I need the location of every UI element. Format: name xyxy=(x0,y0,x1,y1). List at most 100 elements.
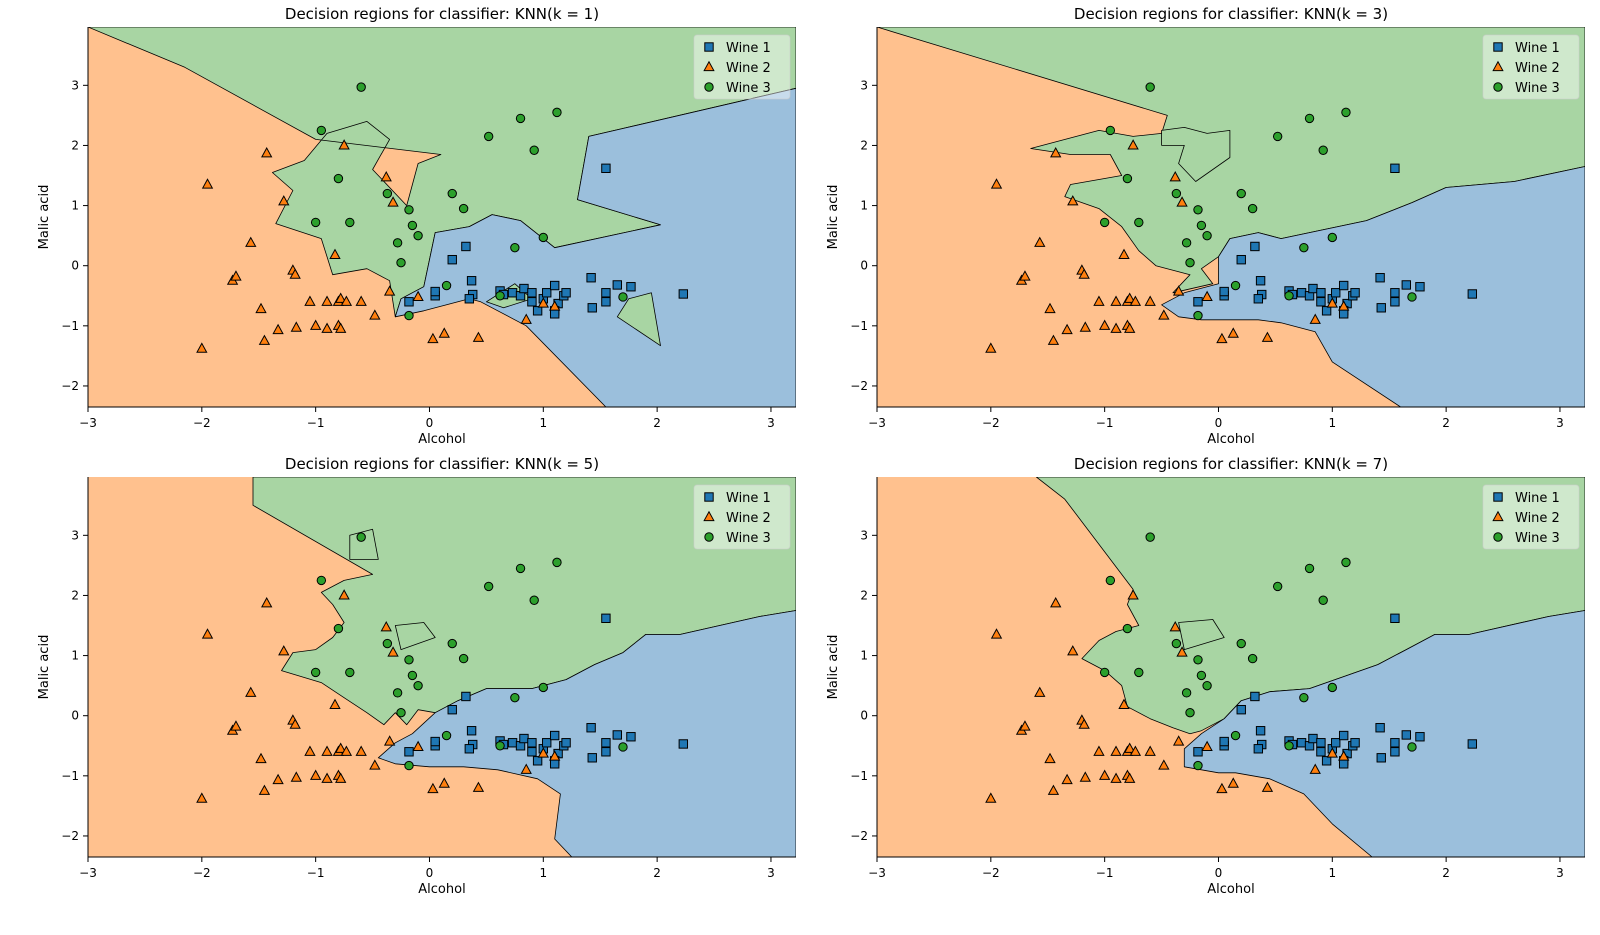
chart-title: Decision regions for classifier: KNN(k =… xyxy=(1074,455,1388,473)
point-wine-2 xyxy=(1067,645,1079,656)
point-wine-3 xyxy=(1230,730,1241,741)
point-wine-2 xyxy=(1227,327,1239,338)
y-tick-label: 0 xyxy=(71,259,79,273)
legend-label: Wine 3 xyxy=(1515,531,1560,546)
point-wine-2 xyxy=(1047,784,1060,795)
point-wine-2 xyxy=(321,295,333,306)
point-wine-1 xyxy=(1253,744,1264,754)
x-tick-label: 0 xyxy=(1215,866,1223,880)
point-wine-1 xyxy=(464,744,475,754)
point-wine-2 xyxy=(321,322,333,333)
point-wine-2 xyxy=(1034,686,1046,697)
point-wine-2 xyxy=(321,745,333,756)
point-wine-3 xyxy=(1202,230,1212,241)
point-wine-2 xyxy=(340,745,353,756)
point-wine-1 xyxy=(527,747,537,757)
point-wine-2 xyxy=(329,248,341,259)
point-wine-1 xyxy=(430,736,440,747)
x-axis-label: Alcohol xyxy=(1207,882,1254,897)
point-wine-2 xyxy=(255,302,267,314)
point-wine-1 xyxy=(466,276,477,286)
x-tick-label: −3 xyxy=(868,416,886,430)
point-wine-2 xyxy=(520,763,532,774)
point-wine-2 xyxy=(1172,285,1185,296)
point-wine-3 xyxy=(345,667,355,678)
point-wine-1 xyxy=(601,747,611,757)
point-wine-2 xyxy=(1061,773,1073,785)
point-wine-2 xyxy=(1110,322,1122,333)
point-wine-3 xyxy=(1236,638,1246,649)
point-wine-1 xyxy=(601,738,611,748)
point-wine-3 xyxy=(495,291,505,301)
y-tick-label: 1 xyxy=(860,649,868,663)
point-wine-1 xyxy=(678,289,689,299)
x-tick-label: 2 xyxy=(1442,416,1450,430)
decision-regions xyxy=(88,27,796,407)
point-wine-3 xyxy=(1171,188,1182,199)
legend-marker-wine-2 xyxy=(703,60,715,72)
point-wine-3 xyxy=(1236,188,1246,199)
point-wine-1 xyxy=(1331,288,1341,298)
legend-marker-wine-1 xyxy=(1493,492,1503,502)
point-wine-1 xyxy=(1390,738,1400,748)
x-tick-label: 1 xyxy=(1328,866,1336,880)
point-wine-1 xyxy=(1321,756,1332,766)
point-wine-2 xyxy=(1158,309,1170,320)
x-tick-label: 1 xyxy=(539,416,547,430)
point-wine-3 xyxy=(1407,742,1417,752)
point-wine-2 xyxy=(383,285,396,296)
decision-regions xyxy=(877,27,1585,407)
chart-title: Decision regions for classifier: KNN(k =… xyxy=(1074,5,1388,23)
point-wine-2 xyxy=(1309,313,1321,324)
point-wine-1 xyxy=(601,288,611,298)
point-wine-2 xyxy=(338,139,350,150)
point-wine-3 xyxy=(1105,125,1116,136)
point-wine-3 xyxy=(483,131,494,142)
y-tick-label: −1 xyxy=(850,319,868,333)
region-wine-1 xyxy=(1183,610,1585,857)
point-wine-2 xyxy=(335,292,347,303)
x-tick-label: −3 xyxy=(79,416,97,430)
point-wine-3 xyxy=(538,232,549,243)
point-wine-2 xyxy=(230,720,242,731)
point-wine-2 xyxy=(1201,740,1213,752)
point-wine-1 xyxy=(678,739,689,749)
point-wine-1 xyxy=(1255,276,1266,286)
y-tick-label: 2 xyxy=(71,138,79,152)
point-wine-1 xyxy=(404,297,414,307)
point-wine-1 xyxy=(1316,747,1326,757)
point-wine-2 xyxy=(230,270,242,281)
point-wine-1 xyxy=(1415,282,1425,292)
point-wine-2 xyxy=(1144,295,1156,306)
point-wine-2 xyxy=(1129,295,1142,306)
point-wine-2 xyxy=(985,792,997,803)
y-tick-label: 2 xyxy=(71,588,79,602)
point-wine-1 xyxy=(532,756,543,766)
point-wine-3 xyxy=(356,82,366,92)
point-wine-1 xyxy=(404,747,414,757)
x-tick-label: −2 xyxy=(193,866,211,880)
point-wine-2 xyxy=(1338,300,1350,311)
y-tick-label: 2 xyxy=(860,138,868,152)
y-tick-label: 2 xyxy=(860,588,868,602)
legend-box xyxy=(1482,484,1580,550)
y-tick-label: 3 xyxy=(71,528,79,542)
point-wine-2 xyxy=(304,295,316,306)
point-wine-3 xyxy=(392,688,403,698)
point-wine-3 xyxy=(1284,741,1294,751)
x-tick-label: 0 xyxy=(426,416,434,430)
y-tick-label: 1 xyxy=(71,199,79,213)
point-wine-1 xyxy=(601,297,611,307)
point-wine-2 xyxy=(369,759,381,770)
point-wine-3 xyxy=(1171,638,1182,649)
point-wine-1 xyxy=(527,738,537,748)
point-wine-2 xyxy=(304,745,316,756)
point-wine-2 xyxy=(1261,781,1274,792)
point-wine-2 xyxy=(290,771,302,782)
point-wine-2 xyxy=(1093,745,1105,756)
point-wine-2 xyxy=(278,195,290,206)
x-tick-label: 2 xyxy=(653,866,661,880)
point-wine-1 xyxy=(1316,288,1326,298)
legend: Wine 1 Wine 2 Wine 3 xyxy=(693,484,791,550)
point-wine-3 xyxy=(458,203,469,214)
